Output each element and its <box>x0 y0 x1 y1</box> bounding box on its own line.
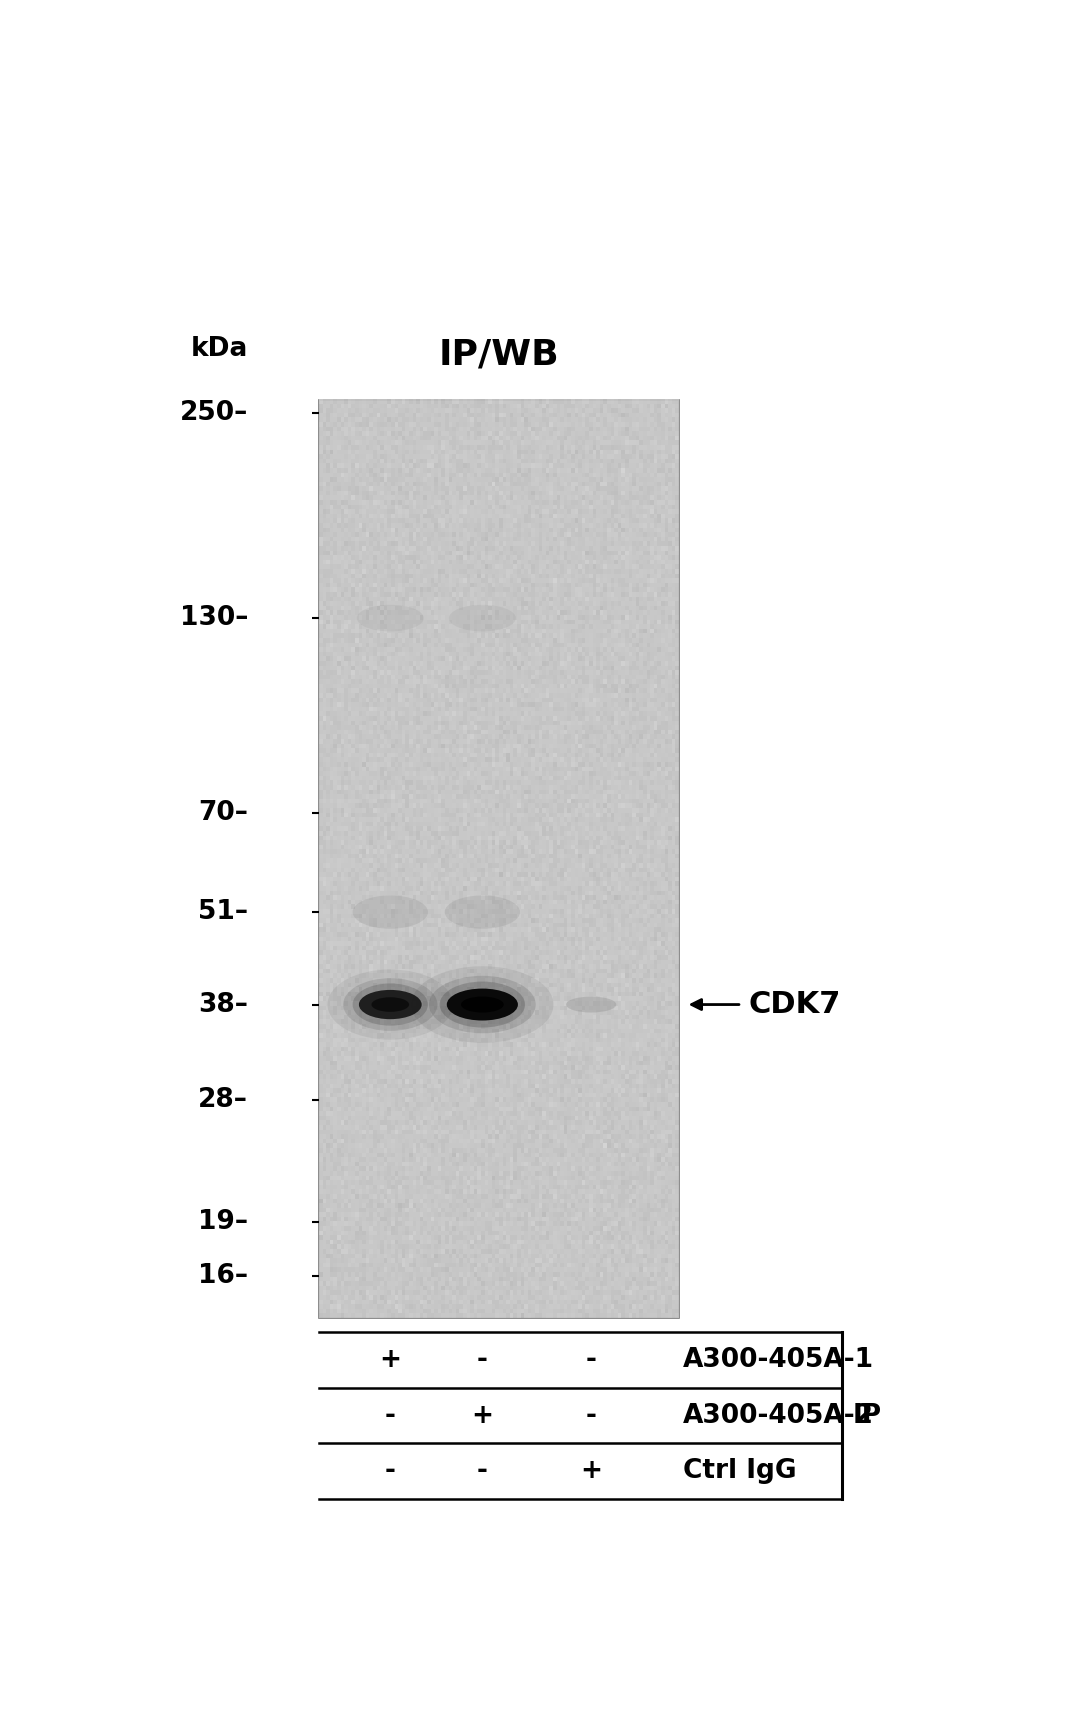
Text: 16–: 16– <box>198 1263 248 1289</box>
Text: -: - <box>477 1346 488 1372</box>
Ellipse shape <box>411 966 554 1044</box>
Text: 38–: 38– <box>198 992 248 1018</box>
Ellipse shape <box>352 983 428 1026</box>
Text: IP/WB: IP/WB <box>438 337 559 372</box>
Ellipse shape <box>566 997 617 1013</box>
Text: Ctrl IgG: Ctrl IgG <box>684 1458 797 1484</box>
Text: -: - <box>477 1458 488 1484</box>
Text: A300-405A-2: A300-405A-2 <box>684 1403 874 1429</box>
Text: 130–: 130– <box>179 605 248 631</box>
Text: 51–: 51– <box>198 899 248 924</box>
Text: kDa: kDa <box>191 335 248 363</box>
Text: 250–: 250– <box>179 399 248 425</box>
Bar <box>320 401 679 1318</box>
Text: -: - <box>585 1346 596 1372</box>
Text: +: + <box>580 1458 603 1484</box>
Ellipse shape <box>372 997 409 1013</box>
Ellipse shape <box>449 605 516 631</box>
Text: IP: IP <box>852 1403 881 1429</box>
Ellipse shape <box>359 990 421 1020</box>
Text: CDK7: CDK7 <box>748 990 841 1020</box>
Ellipse shape <box>461 997 503 1013</box>
Text: -: - <box>384 1458 395 1484</box>
Text: 28–: 28– <box>198 1087 248 1113</box>
Text: 70–: 70– <box>198 800 248 826</box>
Text: A300-405A-1: A300-405A-1 <box>684 1346 875 1372</box>
Ellipse shape <box>429 976 536 1033</box>
Text: +: + <box>471 1403 494 1429</box>
Text: -: - <box>384 1403 395 1429</box>
Ellipse shape <box>445 895 521 928</box>
Ellipse shape <box>356 605 423 631</box>
Text: +: + <box>379 1346 402 1372</box>
Ellipse shape <box>352 895 428 928</box>
Text: 19–: 19– <box>198 1210 248 1236</box>
Ellipse shape <box>343 978 437 1032</box>
Ellipse shape <box>440 982 525 1028</box>
Ellipse shape <box>447 988 518 1021</box>
Text: -: - <box>585 1403 596 1429</box>
Ellipse shape <box>327 969 454 1040</box>
